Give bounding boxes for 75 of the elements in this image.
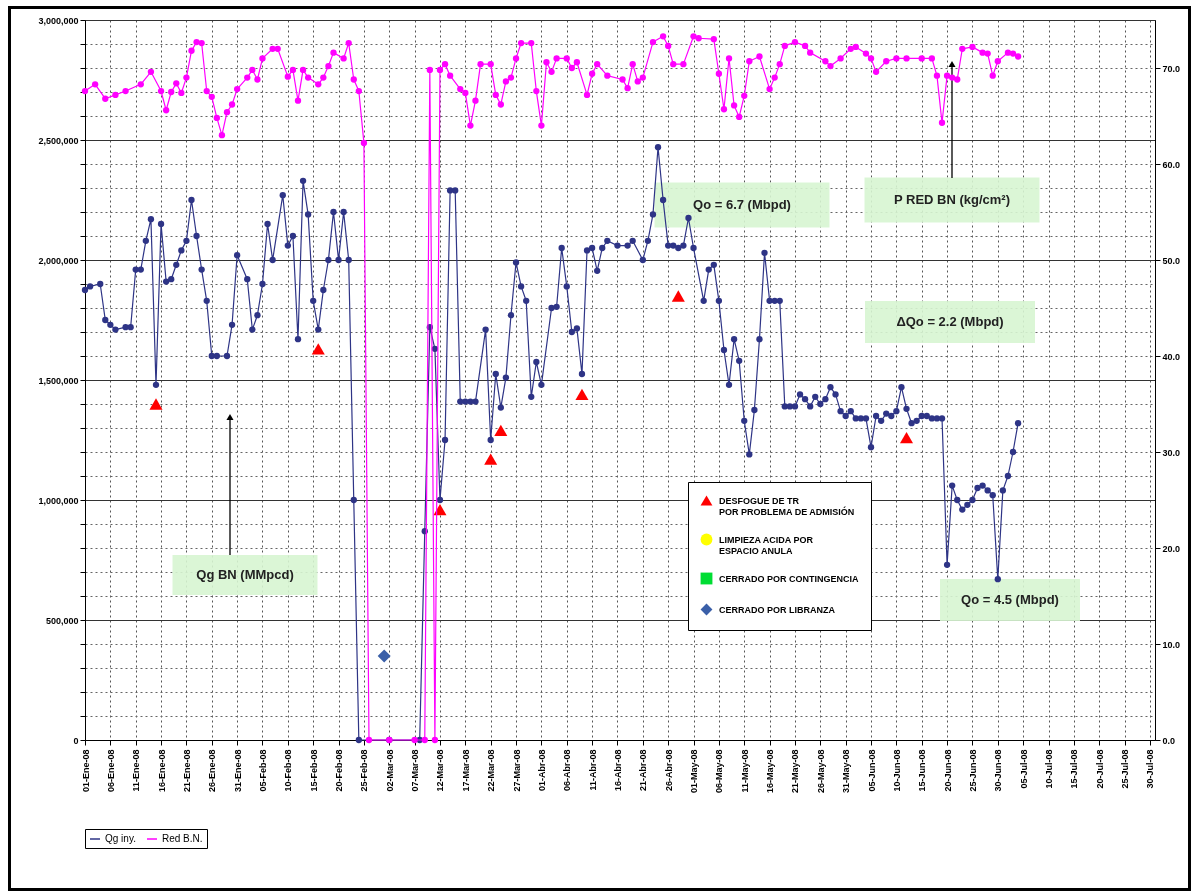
x-tick-label: 20-Jun-08: [942, 749, 953, 792]
x-tick-label: 30-Jul-08: [1145, 749, 1156, 789]
y2-tick-label: 60.0: [1162, 159, 1181, 170]
legend-label: LIMPIEZA ACIDA POR ESPACIO ANULA: [719, 534, 814, 556]
x-tick-label: 01-Abr-08: [536, 749, 547, 792]
y-tick-label: 500,000: [45, 615, 79, 626]
x-tick-label: 11-Abr-08: [587, 749, 598, 791]
y2-tick-label: 50.0: [1162, 255, 1181, 266]
x-tick-label: 21-Abr-08: [638, 749, 649, 792]
x-tick-label: 12-Mar-08: [435, 749, 446, 792]
x-tick-label: 02-Mar-08: [384, 749, 395, 792]
x-tick-label: 10-Jul-08: [1044, 749, 1055, 789]
x-tick-label: 26-Ene-08: [207, 749, 218, 793]
x-tick-label: 05-Jul-08: [1018, 749, 1029, 789]
point: [377, 649, 391, 663]
x-tick-label: 21-Ene-08: [181, 749, 192, 793]
x-tick-label: 31-May-08: [841, 749, 852, 794]
x-tick-label: 05-Jun-08: [866, 749, 877, 792]
annotation: Qo = 6.7 (Mbpd): [693, 197, 791, 212]
annotation: Qo = 4.5 (Mbpd): [961, 592, 1059, 607]
x-tick-label: 17-Mar-08: [460, 749, 471, 792]
annotation: ΔQo = 2.2 (Mbpd): [896, 314, 1004, 329]
annotation: P RED BN (kg/cm²): [893, 192, 1011, 207]
y2-tick-label: 30.0: [1162, 447, 1181, 458]
x-tick-label: 11-Ene-08: [131, 749, 142, 792]
point: [900, 431, 914, 444]
point: [671, 290, 685, 302]
x-tick-label: 20-Jul-08: [1094, 749, 1105, 789]
x-tick-label: 26-May-08: [815, 749, 826, 794]
x-tick-label: 16-Ene-08: [156, 749, 167, 793]
x-tick-label: 10-Jun-08: [891, 749, 902, 792]
x-tick-label: 26-Abr-08: [663, 749, 674, 792]
x-tick-label: 01-May-08: [689, 749, 700, 794]
x-tick-label: 25-Jun-08: [967, 749, 978, 792]
y-tick-label: 2,000,000: [38, 255, 79, 266]
x-tick-label: 15-Feb-08: [308, 749, 319, 792]
legend-label: Qg iny.: [105, 833, 136, 844]
legend-label: CERRADO POR LIBRANZA: [719, 604, 836, 615]
x-tick-label: 20-Feb-08: [334, 749, 345, 792]
y-tick-label: 1,500,000: [38, 375, 79, 386]
x-tick-label: 15-Jun-08: [917, 749, 928, 792]
x-tick-label: 16-May-08: [765, 749, 776, 794]
annotation: Qg BN (MMpcd): [196, 567, 294, 582]
y-tick-label: 3,000,000: [38, 15, 79, 26]
x-tick-label: 21-May-08: [790, 749, 801, 794]
legend-label: DESFOGUE DE TR POR PROBLEMA DE ADMISIÓN: [719, 495, 855, 517]
x-tick-label: 30-Jun-08: [993, 749, 1004, 792]
y-tick-label: 0: [73, 735, 79, 746]
x-tick-label: 25-Jul-08: [1120, 749, 1131, 789]
x-tick-label: 06-Ene-08: [105, 749, 116, 793]
y2-tick-label: 10.0: [1162, 639, 1181, 650]
y2-tick-label: 20.0: [1162, 543, 1181, 554]
x-tick-label: 07-Mar-08: [410, 749, 421, 792]
x-tick-label: 05-Feb-08: [257, 749, 268, 792]
y2-tick-label: 70.0: [1162, 63, 1181, 74]
point: [575, 388, 589, 401]
x-tick-label: 25-Feb-08: [359, 749, 370, 792]
y2-tick-label: 0.0: [1162, 735, 1176, 746]
legend-label: CERRADO POR CONTINGENCIA: [719, 573, 859, 584]
x-tick-label: 22-Mar-08: [486, 749, 497, 792]
x-tick-label: 31-Ene-08: [232, 749, 243, 793]
x-tick-label: 16-Abr-08: [612, 749, 623, 792]
x-tick-label: 06-Abr-08: [562, 749, 573, 792]
x-tick-label: 15-Jul-08: [1069, 749, 1080, 789]
y2-tick-label: 40.0: [1162, 351, 1181, 362]
point: [484, 453, 498, 465]
x-tick-label: 06-May-08: [714, 749, 725, 794]
x-tick-label: 01-Ene-08: [80, 749, 91, 793]
y-tick-label: 2,500,000: [38, 135, 79, 146]
x-tick-label: 11-May-08: [739, 749, 750, 793]
x-tick-label: 27-Mar-08: [511, 749, 522, 792]
x-tick-label: 10-Feb-08: [283, 749, 294, 792]
legend-label: Red B.N.: [162, 833, 203, 844]
y-tick-label: 1,000,000: [38, 495, 79, 506]
point: [494, 424, 508, 437]
